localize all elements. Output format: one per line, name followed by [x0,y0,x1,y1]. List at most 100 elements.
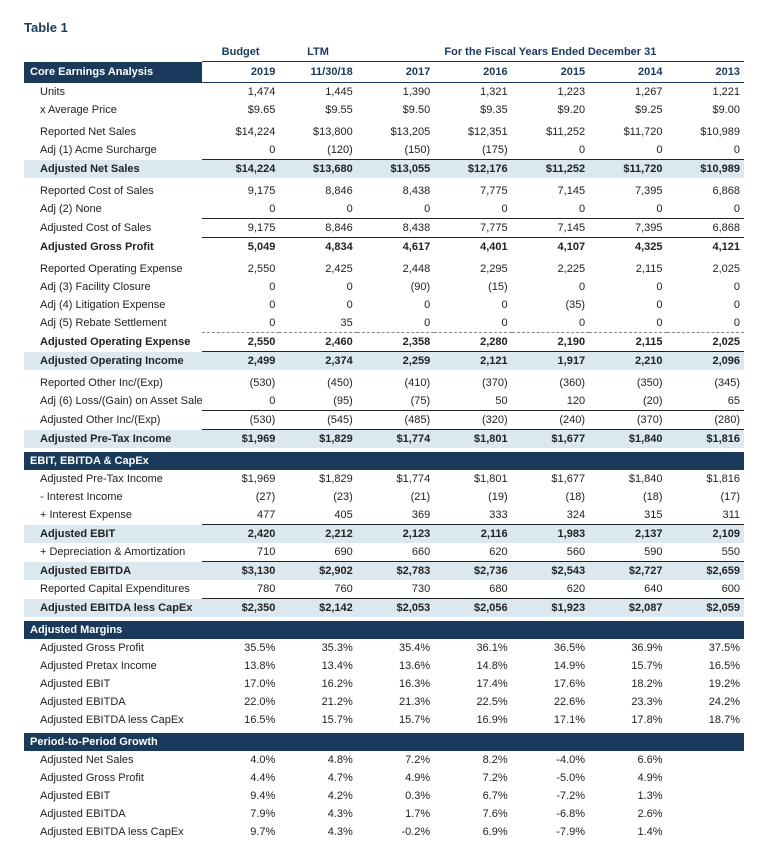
row-label: Adjusted Gross Profit [24,238,202,257]
cell: 2,121 [434,352,511,371]
col-2017: 2017 [357,62,434,83]
row-g_net: Adjusted Net Sales4.0%4.8%7.2%8.2%-4.0%6… [24,751,744,769]
row-label: x Average Price [24,101,202,119]
cell: 2,425 [279,260,356,278]
row-label: + Depreciation & Amortization [24,543,202,562]
cell: $3,130 [202,562,279,581]
financial-table: Budget LTM For the Fiscal Years Ended De… [24,43,744,841]
row-label: Adj (5) Rebate Settlement [24,314,202,333]
section-core: Core Earnings Analysis [24,62,202,83]
cell: 18.2% [589,675,666,693]
row-label: Adjusted Cost of Sales [24,219,202,238]
row-label: Adjusted Net Sales [24,751,202,769]
cell: 4.9% [357,769,434,787]
cell: 2,295 [434,260,511,278]
cell: -7.9% [512,823,589,841]
cell: 36.1% [434,639,511,657]
cell: 36.5% [512,639,589,657]
row-label: Adjusted Pre-Tax Income [24,430,202,449]
cell: 590 [589,543,666,562]
cell: 8,846 [279,219,356,238]
cell: 35 [279,314,356,333]
row-label: + Interest Expense [24,506,202,525]
cell: 9,175 [202,219,279,238]
cell: 18.7% [667,711,744,729]
cell: 5,049 [202,238,279,257]
cell: $1,677 [512,430,589,449]
cell: 4,121 [667,238,744,257]
cell: (530) [202,411,279,430]
cell: 4.2% [279,787,356,805]
row-label: Adjusted EBITDA less CapEx [24,823,202,841]
cell: $2,350 [202,599,279,618]
cell: 1,445 [279,83,356,102]
row-label: Adj (3) Facility Closure [24,278,202,296]
cell: $2,053 [357,599,434,618]
row-label: Units [24,83,202,102]
cell: $1,816 [667,470,744,488]
cell: $12,351 [434,123,511,141]
col-2015: 2015 [512,62,589,83]
row-label: Adj (1) Acme Surcharge [24,141,202,160]
cell: $1,801 [434,470,511,488]
cell: (35) [512,296,589,314]
cell: -4.0% [512,751,589,769]
cell: 2,025 [667,260,744,278]
cell: $9.20 [512,101,589,119]
row-label: Reported Capital Expenditures [24,580,202,599]
cell: 4.0% [202,751,279,769]
col-2019: 2019 [202,62,279,83]
cell: 315 [589,506,666,525]
row-da: + Depreciation & Amortization71069066062… [24,543,744,562]
cell: 760 [279,580,356,599]
cell [667,769,744,787]
cell: (240) [512,411,589,430]
cell: 6.7% [434,787,511,805]
cell: $1,840 [589,470,666,488]
cell: 0 [279,296,356,314]
cell: $11,720 [589,123,666,141]
cell: 2,499 [202,352,279,371]
cell: 6.9% [434,823,511,841]
cell: 1.3% [589,787,666,805]
row-m_gp: Adjusted Gross Profit35.5%35.3%35.4%36.1… [24,639,744,657]
cell: 4.4% [202,769,279,787]
cell: $1,801 [434,430,511,449]
cell: 0 [279,200,356,219]
cell: $12,176 [434,160,511,179]
cell: 0 [202,314,279,333]
cell: 21.2% [279,693,356,711]
col-budget: Budget [202,43,279,62]
cell: $1,774 [357,430,434,449]
cell: 15.7% [279,711,356,729]
cell: 0 [589,200,666,219]
cell: $11,252 [512,123,589,141]
cell: $2,736 [434,562,511,581]
cell: 1,223 [512,83,589,102]
cell: $10,989 [667,123,744,141]
row-label: Adj (2) None [24,200,202,219]
cell: 600 [667,580,744,599]
cell: (21) [357,488,434,506]
cell: 311 [667,506,744,525]
cell: 7,775 [434,219,511,238]
cell: 2,280 [434,333,511,352]
cell: $2,727 [589,562,666,581]
cell: $9.55 [279,101,356,119]
row-label: Reported Net Sales [24,123,202,141]
cell: $1,969 [202,430,279,449]
cell: 0 [512,278,589,296]
cell: 730 [357,580,434,599]
cell: 7.2% [434,769,511,787]
cell: 2.6% [589,805,666,823]
row-g_gp: Adjusted Gross Profit4.4%4.7%4.9%7.2%-5.… [24,769,744,787]
cell: 0 [667,141,744,160]
cell: 8,438 [357,182,434,200]
cell: 0 [667,314,744,333]
row-label: Adjusted EBIT [24,525,202,544]
cell: (175) [434,141,511,160]
cell: 2,115 [589,333,666,352]
cell: 0 [512,141,589,160]
cell: 0 [589,296,666,314]
cell: 1,474 [202,83,279,102]
